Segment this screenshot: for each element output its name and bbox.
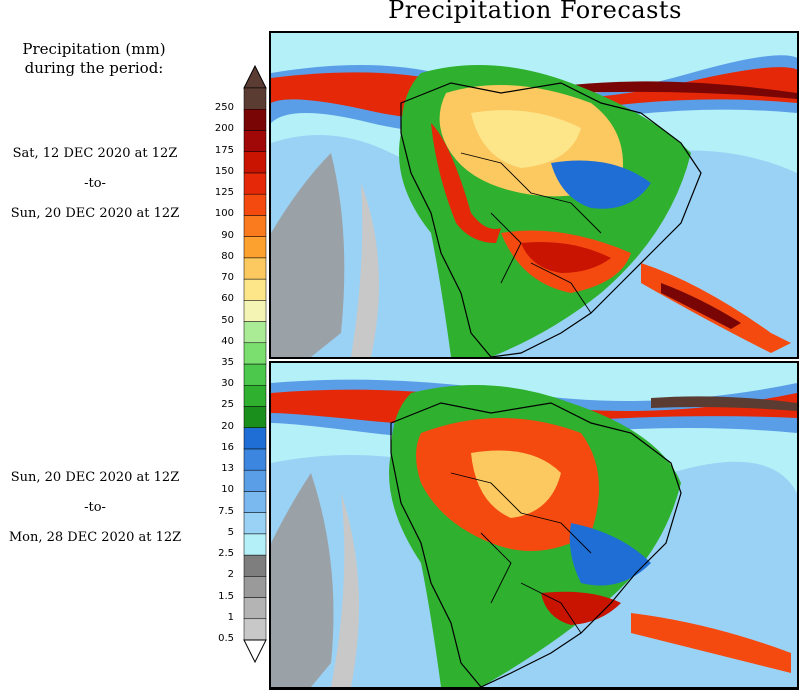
legend-swatch [243, 427, 267, 450]
legend-swatch [243, 576, 267, 598]
legend-swatch [243, 300, 267, 322]
legend-swatch [243, 172, 267, 195]
legend-tick-label: 1 [227, 611, 234, 623]
forecast-map-1-graphic [271, 33, 797, 357]
page-title: Precipitation Forecasts [388, 0, 682, 24]
legend-header-line2: during the period: [24, 59, 164, 77]
forecast-map-1 [269, 31, 799, 359]
legend-tick-label: 40 [221, 335, 234, 347]
legend-tick-label: 5 [227, 526, 234, 538]
legend-swatch [243, 151, 267, 174]
legend-tick-label: 30 [221, 378, 234, 390]
legend-swatch [243, 236, 267, 259]
legend-swatch [243, 533, 267, 556]
legend-tick-label: 20 [221, 420, 234, 432]
legend-header-line1: Precipitation (mm) [22, 40, 166, 58]
legend-swatch [243, 618, 267, 641]
legend-swatch [243, 108, 267, 131]
legend-swatch [243, 554, 267, 577]
legend-swatch [243, 406, 267, 428]
legend-swatch [243, 469, 267, 492]
legend-swatch [243, 215, 267, 237]
legend-tick-label: 70 [221, 272, 234, 284]
legend-tick-label: 35 [221, 357, 234, 368]
legend-tick-label: 2.5 [218, 548, 234, 560]
legend-tick-label: 25 [221, 399, 234, 411]
legend-tick-label: 1.5 [218, 590, 234, 602]
legend-swatch [243, 130, 267, 152]
period-1-start: Sat, 12 DEC 2020 at 12Z [12, 146, 178, 161]
legend-arrow-top [243, 64, 267, 89]
legend-tick-label: 60 [221, 293, 234, 305]
legend-tick-label: 16 [221, 441, 234, 453]
legend-swatch [243, 512, 267, 535]
legend-tick-label: 125 [214, 187, 234, 199]
period-2-to: -to- [84, 500, 106, 515]
legend-swatch [243, 87, 267, 110]
period-2-end: Mon, 28 DEC 2020 at 12Z [8, 530, 182, 545]
legend-swatch [243, 257, 267, 280]
legend-swatch [243, 597, 267, 620]
legend-tick-label: 13 [221, 463, 234, 475]
period-1-end: Sun, 20 DEC 2020 at 12Z [10, 206, 180, 221]
legend-tick-label: 2 [227, 569, 234, 581]
legend-swatch [243, 491, 267, 513]
bottom-rule [269, 688, 799, 690]
period-1-to: -to- [84, 176, 106, 191]
legend-tick-label: 50 [221, 314, 234, 326]
legend-tick-label: 80 [221, 250, 234, 262]
period-2-start: Sun, 20 DEC 2020 at 12Z [10, 470, 180, 485]
legend-tick-label: 200 [214, 123, 234, 135]
legend-swatch [243, 363, 267, 386]
legend-tick-label: 100 [214, 208, 234, 220]
color-legend-bar [243, 64, 267, 664]
legend-tick-label: 150 [214, 165, 234, 177]
legend-tick-label: 10 [221, 484, 234, 496]
legend-swatch [243, 384, 267, 407]
legend-swatch [243, 193, 267, 216]
forecast-map-2 [269, 361, 799, 689]
legend-arrow-bottom [243, 639, 267, 664]
legend-tick-label: 90 [221, 229, 234, 241]
legend-tick-label: 175 [214, 144, 234, 156]
legend-swatch [243, 448, 267, 471]
forecast-map-2-graphic [271, 363, 797, 687]
legend-tick-label: 0.5 [218, 633, 234, 644]
legend-swatch [243, 321, 267, 344]
legend-swatch [243, 342, 267, 365]
legend-header: Precipitation (mm) during the period: [4, 40, 184, 78]
legend-swatch [243, 278, 267, 301]
legend-tick-label: 7.5 [218, 505, 234, 517]
legend-tick-label: 250 [214, 102, 234, 114]
